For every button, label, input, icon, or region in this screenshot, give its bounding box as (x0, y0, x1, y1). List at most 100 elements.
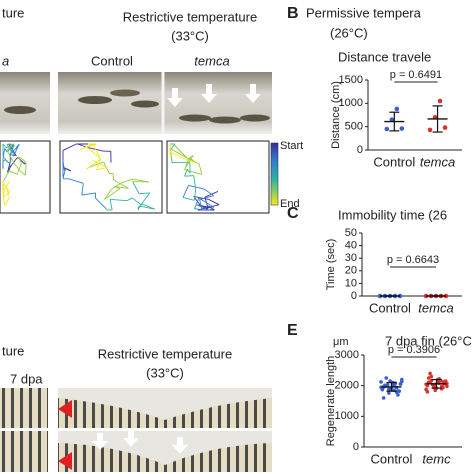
track (169, 147, 187, 159)
track (208, 199, 220, 206)
track (199, 199, 203, 211)
track (174, 144, 188, 158)
fish (4, 106, 36, 114)
fish (131, 100, 159, 108)
y-tick-label: 0 (357, 144, 363, 156)
data-point (380, 387, 385, 392)
track (10, 150, 13, 153)
track (104, 196, 109, 200)
track (182, 197, 195, 201)
heading: ture (2, 5, 24, 20)
data-point (425, 383, 430, 388)
track (62, 160, 65, 171)
amputation-marker (58, 452, 72, 470)
track (95, 197, 107, 209)
track (86, 159, 101, 170)
y-tick-label: 50 (345, 227, 357, 239)
track (132, 181, 140, 194)
track (2, 159, 6, 163)
x-tick-label: temca (418, 300, 453, 315)
track (193, 180, 197, 190)
data-point (389, 117, 395, 122)
track (112, 173, 115, 180)
track (22, 159, 27, 164)
track (4, 197, 10, 206)
x-tick-label: temca (420, 154, 455, 169)
data-point (427, 127, 433, 133)
y-tick-label: 500 (345, 121, 363, 133)
chart-title: Distance travele (338, 49, 431, 64)
track (20, 171, 26, 176)
track (132, 197, 142, 206)
colorbar-label: End (280, 198, 300, 210)
track (68, 178, 84, 184)
y-tick-label: 40 (345, 240, 357, 252)
track (193, 189, 197, 201)
track (194, 197, 200, 209)
track (137, 201, 144, 211)
track (104, 188, 112, 200)
label: Control (91, 53, 133, 68)
track (169, 151, 179, 157)
y-tick-label: 1500 (339, 74, 363, 86)
track (182, 185, 189, 198)
fish (240, 114, 270, 122)
data-point (425, 390, 430, 394)
tracks (2, 143, 220, 211)
y-tick-label: 1000 (339, 97, 363, 109)
data-point (381, 396, 386, 400)
data-point (437, 377, 441, 381)
track (86, 146, 101, 159)
track (8, 170, 18, 175)
track (188, 185, 205, 190)
track (2, 143, 7, 148)
track (81, 192, 96, 196)
track (204, 188, 214, 197)
track (2, 191, 11, 199)
track (132, 178, 150, 183)
data-point (426, 376, 431, 380)
heading: Permissive tempera (306, 5, 422, 20)
track (16, 162, 22, 175)
data-point (379, 380, 383, 384)
data-point (384, 376, 389, 380)
track (184, 158, 190, 170)
label: 7 dpa (10, 371, 43, 386)
data-point (442, 125, 448, 130)
track (169, 154, 172, 159)
track (209, 206, 214, 211)
track-panel (166, 140, 270, 214)
data-point (387, 391, 391, 395)
p-value: p = 0.6491 (390, 69, 442, 81)
y-tick-label: 1000 (335, 410, 359, 422)
track (7, 161, 11, 173)
track (92, 143, 98, 153)
fish (110, 89, 140, 97)
amputation-marker (58, 400, 72, 418)
track (105, 208, 108, 211)
p-value: p = 0.3906 (388, 344, 440, 356)
track (86, 143, 97, 148)
x-tick-label: Control (369, 300, 411, 315)
track (87, 146, 104, 152)
track (17, 156, 22, 164)
fish (179, 114, 211, 122)
data-point (441, 385, 445, 390)
track (2, 193, 6, 206)
data-point (437, 98, 443, 104)
label: a (2, 53, 9, 68)
panel-letter: C (287, 205, 299, 222)
track (185, 157, 190, 167)
x-tick-label: temc (422, 451, 451, 466)
track (198, 163, 203, 175)
y-tick-label: 0 (353, 441, 359, 453)
fish (209, 116, 241, 124)
data-point (384, 126, 390, 132)
track (4, 148, 8, 153)
y-tick-label: 10 (345, 277, 357, 289)
track (120, 178, 133, 184)
track (79, 143, 93, 151)
fin-photo (0, 388, 48, 428)
arrows (92, 430, 188, 454)
